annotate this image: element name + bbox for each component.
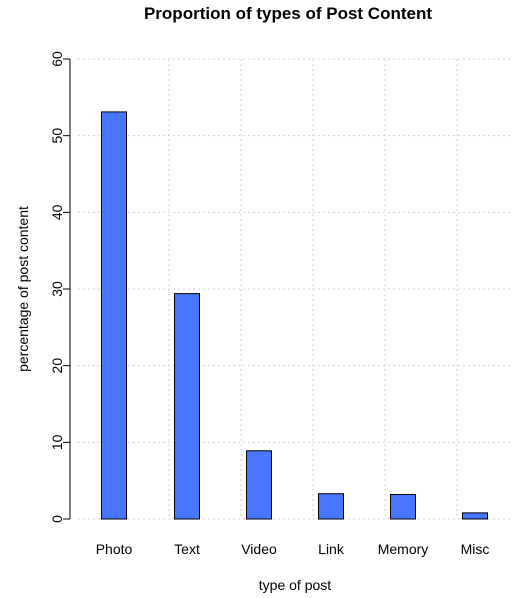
x-tick-label: Memory xyxy=(378,541,429,557)
x-tick-label: Photo xyxy=(96,541,133,557)
x-tick-label: Text xyxy=(174,541,200,557)
bar-misc xyxy=(462,512,488,520)
bar-video xyxy=(246,450,272,520)
x-tick-labels: Photo Text Video Link Memory Misc xyxy=(96,541,490,557)
bar-memory xyxy=(390,493,416,520)
bar-text xyxy=(174,293,200,520)
y-tick-label: 10 xyxy=(49,434,65,450)
y-axis: 0 10 20 30 40 50 60 xyxy=(49,51,71,523)
bar-photo xyxy=(101,111,127,520)
y-tick-label: 40 xyxy=(49,204,65,220)
y-tick-label: 0 xyxy=(49,515,65,523)
chart-title: Proportion of types of Post Content xyxy=(144,4,432,23)
y-tick-label: 20 xyxy=(49,358,65,374)
x-tick-label: Misc xyxy=(461,541,490,557)
x-tick-label: Link xyxy=(318,541,345,557)
x-axis-label: type of post xyxy=(259,577,331,593)
bar-link xyxy=(318,493,344,520)
grid-lines xyxy=(78,58,512,520)
bars xyxy=(101,111,488,520)
y-tick-label: 60 xyxy=(49,51,65,67)
y-axis-label: percentage of post content xyxy=(15,206,31,372)
x-tick-label: Video xyxy=(241,541,277,557)
y-tick-label: 30 xyxy=(49,281,65,297)
y-tick-label: 50 xyxy=(49,128,65,144)
